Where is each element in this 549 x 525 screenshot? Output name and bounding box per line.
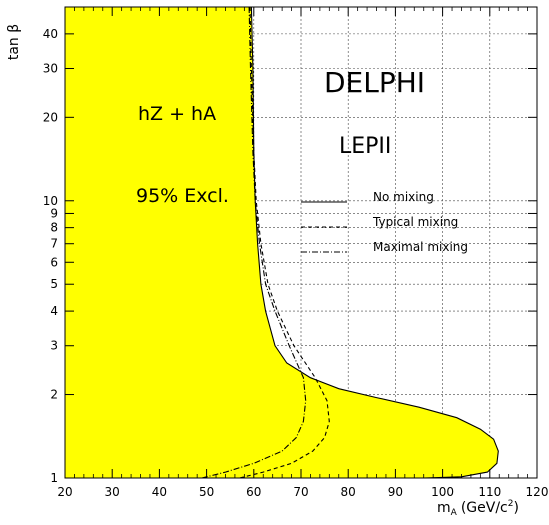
legend: No mixing Typical mixing Maximal mixing — [301, 190, 468, 254]
y-tick-label: 9 — [50, 206, 58, 220]
x-tick-label: 70 — [293, 485, 308, 499]
series-layer — [201, 6, 499, 479]
y-tick-label: 20 — [43, 110, 58, 124]
y-tick-label: 2 — [50, 388, 58, 402]
x-tick-label: 90 — [388, 485, 403, 499]
y-tick-label: 7 — [50, 237, 58, 251]
x-tick-label: 120 — [526, 485, 549, 499]
legend-label-no-mixing: No mixing — [373, 190, 434, 204]
experiment-label: DELPHI — [324, 66, 425, 99]
y-tick-label: 8 — [50, 221, 58, 235]
legend-label-typical-mixing: Typical mixing — [372, 215, 458, 229]
y-tick-label: 6 — [50, 255, 58, 269]
x-tick-label: 80 — [341, 485, 356, 499]
channels-label: hZ + hA — [138, 103, 216, 125]
y-tick-label: 4 — [50, 304, 58, 318]
x-tick-label: 30 — [105, 485, 120, 499]
x-tick-label: 50 — [199, 485, 214, 499]
energy-label: LEPII — [339, 134, 391, 159]
y-tick-label: 40 — [43, 27, 58, 41]
y-tick-label: 1 — [50, 471, 58, 485]
x-tick-label: 60 — [246, 485, 261, 499]
series-line-dashed — [239, 6, 330, 479]
x-tick-label: 100 — [431, 485, 454, 499]
x-tick-label: 40 — [152, 485, 167, 499]
excluded-region-fill — [65, 7, 499, 478]
series-line-solid — [250, 6, 499, 479]
y-tick-label: 30 — [43, 62, 58, 76]
legend-label-maximal-mixing: Maximal mixing — [373, 240, 468, 254]
x-tick-label: 20 — [57, 485, 72, 499]
x-tick-label: 110 — [478, 485, 501, 499]
confidence-label: 95% Excl. — [136, 185, 229, 207]
y-axis-title: tan β — [6, 24, 22, 60]
y-tick-label: 5 — [50, 277, 58, 291]
y-tick-label: 3 — [50, 339, 58, 353]
series-line-dashdot — [201, 6, 307, 479]
y-tick-label: 10 — [43, 194, 58, 208]
x-axis-title: mA (GeV/c2) — [437, 499, 519, 518]
